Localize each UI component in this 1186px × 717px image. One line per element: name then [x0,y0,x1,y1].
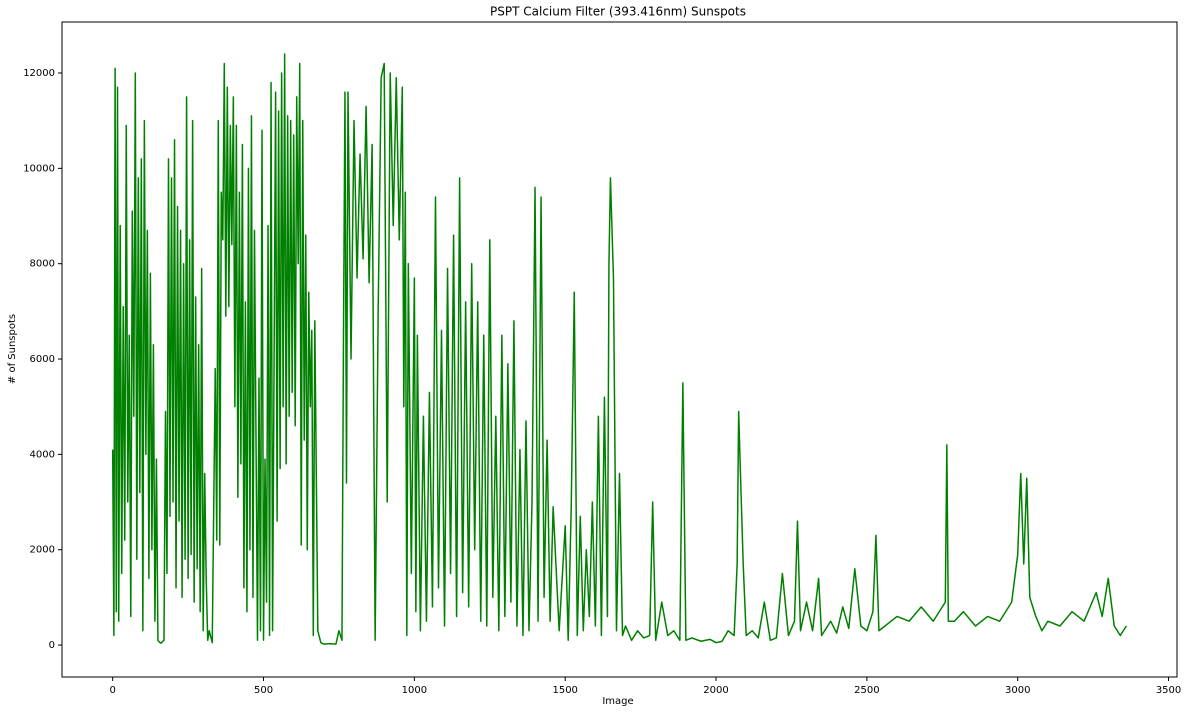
x-axis-label: Image [602,696,633,707]
y-tick-label: 4000 [30,449,55,460]
chart-title: PSPT Calcium Filter (393.416nm) Sunspots [490,5,746,19]
x-tick-label: 1500 [552,685,577,696]
x-tick-label: 0 [109,685,115,696]
y-tick-label: 6000 [30,354,55,365]
y-tick-label: 10000 [23,163,55,174]
y-tick-label: 8000 [30,259,55,270]
y-tick-label: 0 [49,640,55,651]
y-tick-label: 12000 [23,68,55,79]
y-axis-label: # of Sunspots [7,314,18,384]
plot-frame [61,21,1178,678]
x-tick-label: 2500 [854,685,879,696]
y-tick-label: 2000 [30,545,55,556]
x-tick-label: 3500 [1156,685,1181,696]
x-tick-label: 3000 [1005,685,1030,696]
data-line [111,53,1127,645]
x-tick-label: 2000 [703,685,728,696]
x-tick-label: 500 [254,685,273,696]
x-tick-label: 1000 [402,685,427,696]
